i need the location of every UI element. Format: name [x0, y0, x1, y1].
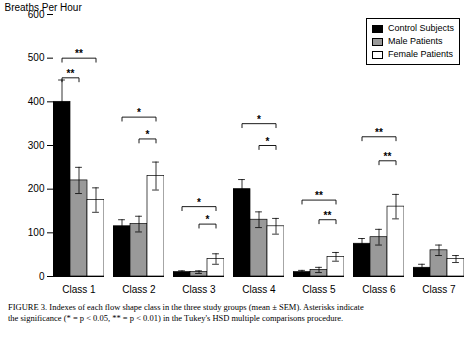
svg-text:**: **	[384, 151, 392, 162]
svg-text:300: 300	[28, 140, 45, 151]
html-text:Male Patients: Male Patients	[388, 36, 443, 46]
svg-text:Class 3: Class 3	[182, 284, 216, 295]
svg-text:Breaths Per Hour: Breaths Per Hour	[5, 2, 83, 13]
svg-text:0: 0	[39, 271, 45, 282]
html-text:Control Subjects: Control Subjects	[388, 23, 454, 33]
svg-text:*: *	[266, 136, 270, 147]
html-text:FIGURE 3. Indexes of each flow: FIGURE 3. Indexes of each flow shape cla…	[8, 302, 364, 323]
svg-text:*: *	[257, 114, 261, 125]
svg-text:500: 500	[28, 52, 45, 63]
svg-text:*: *	[206, 214, 210, 225]
svg-text:Class 7: Class 7	[422, 284, 456, 295]
svg-text:**: **	[67, 68, 75, 79]
html-text:Female Patients: Female Patients	[388, 49, 453, 59]
svg-text:Class 2: Class 2	[122, 284, 156, 295]
svg-text:Class 4: Class 4	[242, 284, 276, 295]
svg-text:*: *	[137, 107, 141, 118]
svg-text:**: **	[315, 190, 323, 201]
svg-text:600: 600	[27, 8, 45, 20]
svg-text:*: *	[197, 197, 201, 208]
svg-text:100: 100	[28, 227, 45, 238]
svg-text:Class 6: Class 6	[362, 284, 396, 295]
svg-text:400: 400	[28, 96, 45, 107]
svg-text:**: **	[75, 48, 83, 59]
svg-text:Class 5: Class 5	[302, 284, 336, 295]
svg-text:**: **	[375, 127, 383, 138]
svg-text:*: *	[146, 129, 150, 140]
svg-text:**: **	[324, 210, 332, 221]
svg-text:200: 200	[28, 183, 45, 194]
svg-text:Class 1: Class 1	[62, 284, 96, 295]
